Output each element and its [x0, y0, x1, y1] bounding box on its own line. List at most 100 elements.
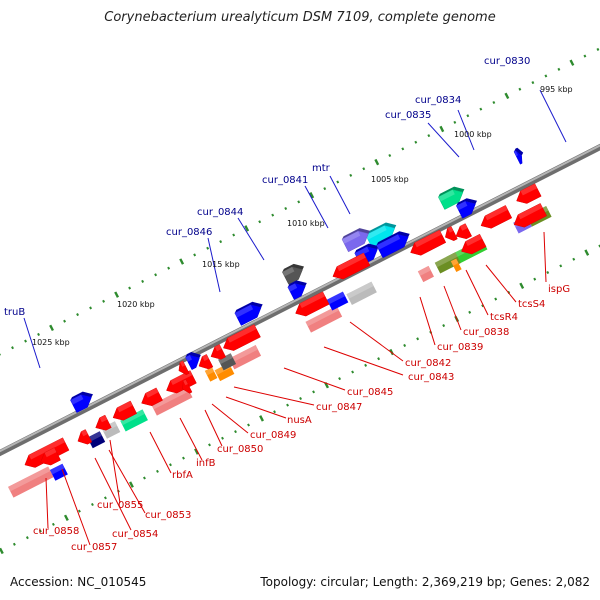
gene-cur_0841-side: [342, 228, 370, 240]
tick-lower: [63, 514, 69, 522]
gene-cur_0846-side: [234, 301, 263, 313]
tick-lower: [546, 271, 550, 275]
gene-small-b: [182, 379, 193, 394]
tick-lower: [468, 310, 472, 314]
tick-lower: [169, 463, 172, 467]
gene-cur_0849: [198, 354, 214, 370]
tick-lower: [442, 324, 446, 328]
gene-cur_0830: [513, 147, 524, 165]
kbp-label: 1000 kbp: [454, 130, 492, 139]
gene-cur_0844-shine: [282, 267, 295, 277]
gene-label-reverse: tcsS4: [518, 299, 545, 310]
tick-lower: [90, 503, 94, 507]
gene-tcsR4: [410, 229, 447, 256]
tick-lower: [51, 522, 55, 526]
connector-reverse: [211, 403, 249, 434]
label-connector-lines: [23, 89, 567, 546]
connector-reverse: [204, 409, 223, 447]
tick-lower: [403, 343, 407, 347]
gene-cur_0841b-side: [354, 243, 379, 254]
block-infB: [151, 386, 193, 416]
gene-cur_0838-shine: [460, 223, 468, 231]
gene-label-reverse: cur_0854: [112, 529, 158, 540]
connector-forward: [237, 217, 265, 261]
gene-label-reverse: cur_0858: [33, 526, 79, 537]
connector-reverse: [61, 468, 91, 546]
tick-upper: [24, 339, 27, 343]
block-tcsR4-olive: [434, 252, 461, 274]
gene-cur_0838: [455, 223, 473, 240]
block-cur_0858-blue: [49, 463, 68, 481]
tick-upper: [102, 299, 106, 303]
tick-lower: [129, 481, 134, 488]
gene-cur_0853-face: [95, 414, 112, 431]
gene-label-reverse: cur_0853: [145, 510, 191, 521]
gene-cur_0849-shine: [202, 354, 209, 361]
gene-cur_0835-shine: [456, 201, 468, 211]
tick-lower: [143, 476, 146, 480]
gene-cur_0840-shine: [376, 234, 401, 250]
gene-cur_0830-side: [514, 147, 524, 156]
gene-features: [24, 147, 548, 468]
block-tcsR4-orange: [450, 258, 462, 272]
gene-label-reverse: rbfA: [172, 470, 193, 481]
tick-upper: [349, 173, 353, 177]
accession-text: Accession: NC_010545: [10, 575, 147, 589]
tick-lower: [156, 469, 159, 473]
tick-upper: [362, 167, 366, 171]
tick-upper: [284, 206, 288, 211]
genome-backbone: [0, 143, 600, 457]
gene-truB-shine: [70, 394, 84, 405]
gene-nusA-shine: [214, 344, 222, 352]
connector-reverse: [233, 386, 315, 406]
tick-upper: [11, 346, 14, 350]
gene-rbfA-shine: [117, 401, 133, 413]
gene-label-forward: cur_0841: [262, 175, 308, 186]
gene-cur_0848: [185, 352, 201, 371]
tick-upper: [569, 59, 575, 66]
block-cur_0857-shine: [8, 466, 51, 492]
tick-upper: [427, 134, 431, 138]
tick-upper: [232, 233, 236, 237]
tick-lower: [259, 415, 264, 422]
gene-small-a-shine: [180, 360, 186, 367]
gene-mtr-shine: [365, 225, 387, 240]
tick-upper: [76, 313, 80, 317]
gene-tcsR4b-shine: [447, 226, 454, 233]
gene-cur_0845-shine: [299, 291, 325, 308]
gene-label-forward: cur_0844: [197, 207, 243, 218]
tick-lower: [234, 430, 237, 434]
gene-cur_0841-shine: [342, 231, 361, 244]
kbp-label: 1015 kbp: [202, 260, 240, 269]
connector-forward: [457, 109, 475, 151]
gene-label-reverse: cur_0850: [217, 444, 263, 455]
block-infB-shine: [151, 386, 190, 410]
connector-forward: [207, 237, 221, 293]
gene-cur_0839b: [461, 233, 487, 255]
tick-upper: [128, 286, 132, 290]
gene-cur_0847-shine: [227, 324, 257, 343]
gene-cur_0845b: [287, 280, 307, 300]
tick-upper: [167, 266, 171, 270]
block-cur_0843-shine: [305, 305, 339, 327]
gene-truB-side: [70, 391, 93, 401]
connector-forward: [427, 122, 460, 158]
tick-upper: [544, 74, 548, 78]
gene-ispG-b-shine: [520, 183, 538, 196]
connector-reverse: [465, 269, 489, 316]
block-cur_0847-shine: [228, 345, 258, 364]
tick-upper: [244, 225, 250, 232]
tick-lower: [312, 390, 316, 394]
backbone-shadow: [0, 143, 600, 457]
block-cur_0857: [8, 466, 54, 498]
gene-truB: [70, 391, 93, 413]
tick-lower: [559, 264, 563, 268]
tick-upper: [388, 153, 392, 158]
gene-tcsS4-shine: [485, 205, 508, 221]
block-cur_0845-blue-shine: [326, 291, 346, 305]
connector-reverse: [225, 396, 287, 419]
tick-upper: [193, 253, 197, 257]
tick-upper: [154, 273, 158, 277]
block-nusA-orange-shine: [204, 367, 215, 376]
